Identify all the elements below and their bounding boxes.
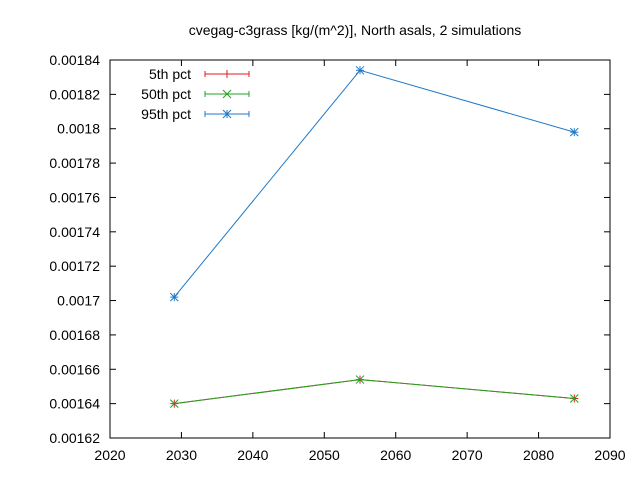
legend-label: 5th pct: [149, 66, 191, 82]
legend-label: 95th pct: [141, 106, 191, 122]
chart-title: cvegag-c3grass [kg/(m^2)], North asals, …: [189, 22, 522, 38]
y-tick-label: 0.00184: [49, 52, 100, 68]
y-tick-label: 0.00178: [49, 155, 100, 171]
data-point: [569, 394, 579, 403]
series-line-1: [174, 379, 575, 405]
axis-ticks: 2020 2030 2040 2050 2060 2070 2080 2090 0.00162 0…: [49, 52, 625, 463]
legend-marker: [222, 109, 232, 119]
series-line-2: [173, 69, 575, 298]
y-tick-label: 0.00174: [49, 224, 100, 240]
x-tick-label: 2030: [166, 447, 197, 463]
y-tick-label: 0.0017: [57, 293, 100, 309]
y-tick-label: 0.00168: [49, 327, 100, 343]
y-tick-label: 0.00172: [49, 258, 100, 274]
legend-label: 50th pct: [141, 86, 191, 102]
x-tick-label: 2050: [309, 447, 340, 463]
y-tick-label: 0.00176: [49, 189, 100, 205]
x-tick-label: 2020: [94, 447, 125, 463]
legend-marker: [222, 89, 232, 99]
x-tick-label: 2070: [452, 447, 483, 463]
data-point: [169, 292, 179, 302]
data-point: [355, 375, 365, 384]
legend: 5th pct 50th pct 95th pct: [141, 66, 250, 122]
series-layer: [169, 65, 579, 408]
y-tick-label: 0.00182: [49, 86, 100, 102]
y-tick-label: 0.00162: [49, 430, 100, 446]
y-tick-label: 0.0018: [57, 121, 100, 137]
x-tick-label: 2060: [380, 447, 411, 463]
data-point: [169, 399, 179, 408]
y-tick-label: 0.00164: [49, 396, 100, 412]
data-point: [355, 65, 365, 75]
legend-marker: [223, 70, 231, 78]
data-point: [569, 127, 579, 137]
x-tick-label: 2090: [594, 447, 625, 463]
plot-frame: [109, 59, 611, 439]
x-tick-label: 2080: [523, 447, 554, 463]
x-tick-label: 2040: [237, 447, 268, 463]
series-line-0: [174, 379, 575, 405]
y-tick-label: 0.00166: [49, 361, 100, 377]
